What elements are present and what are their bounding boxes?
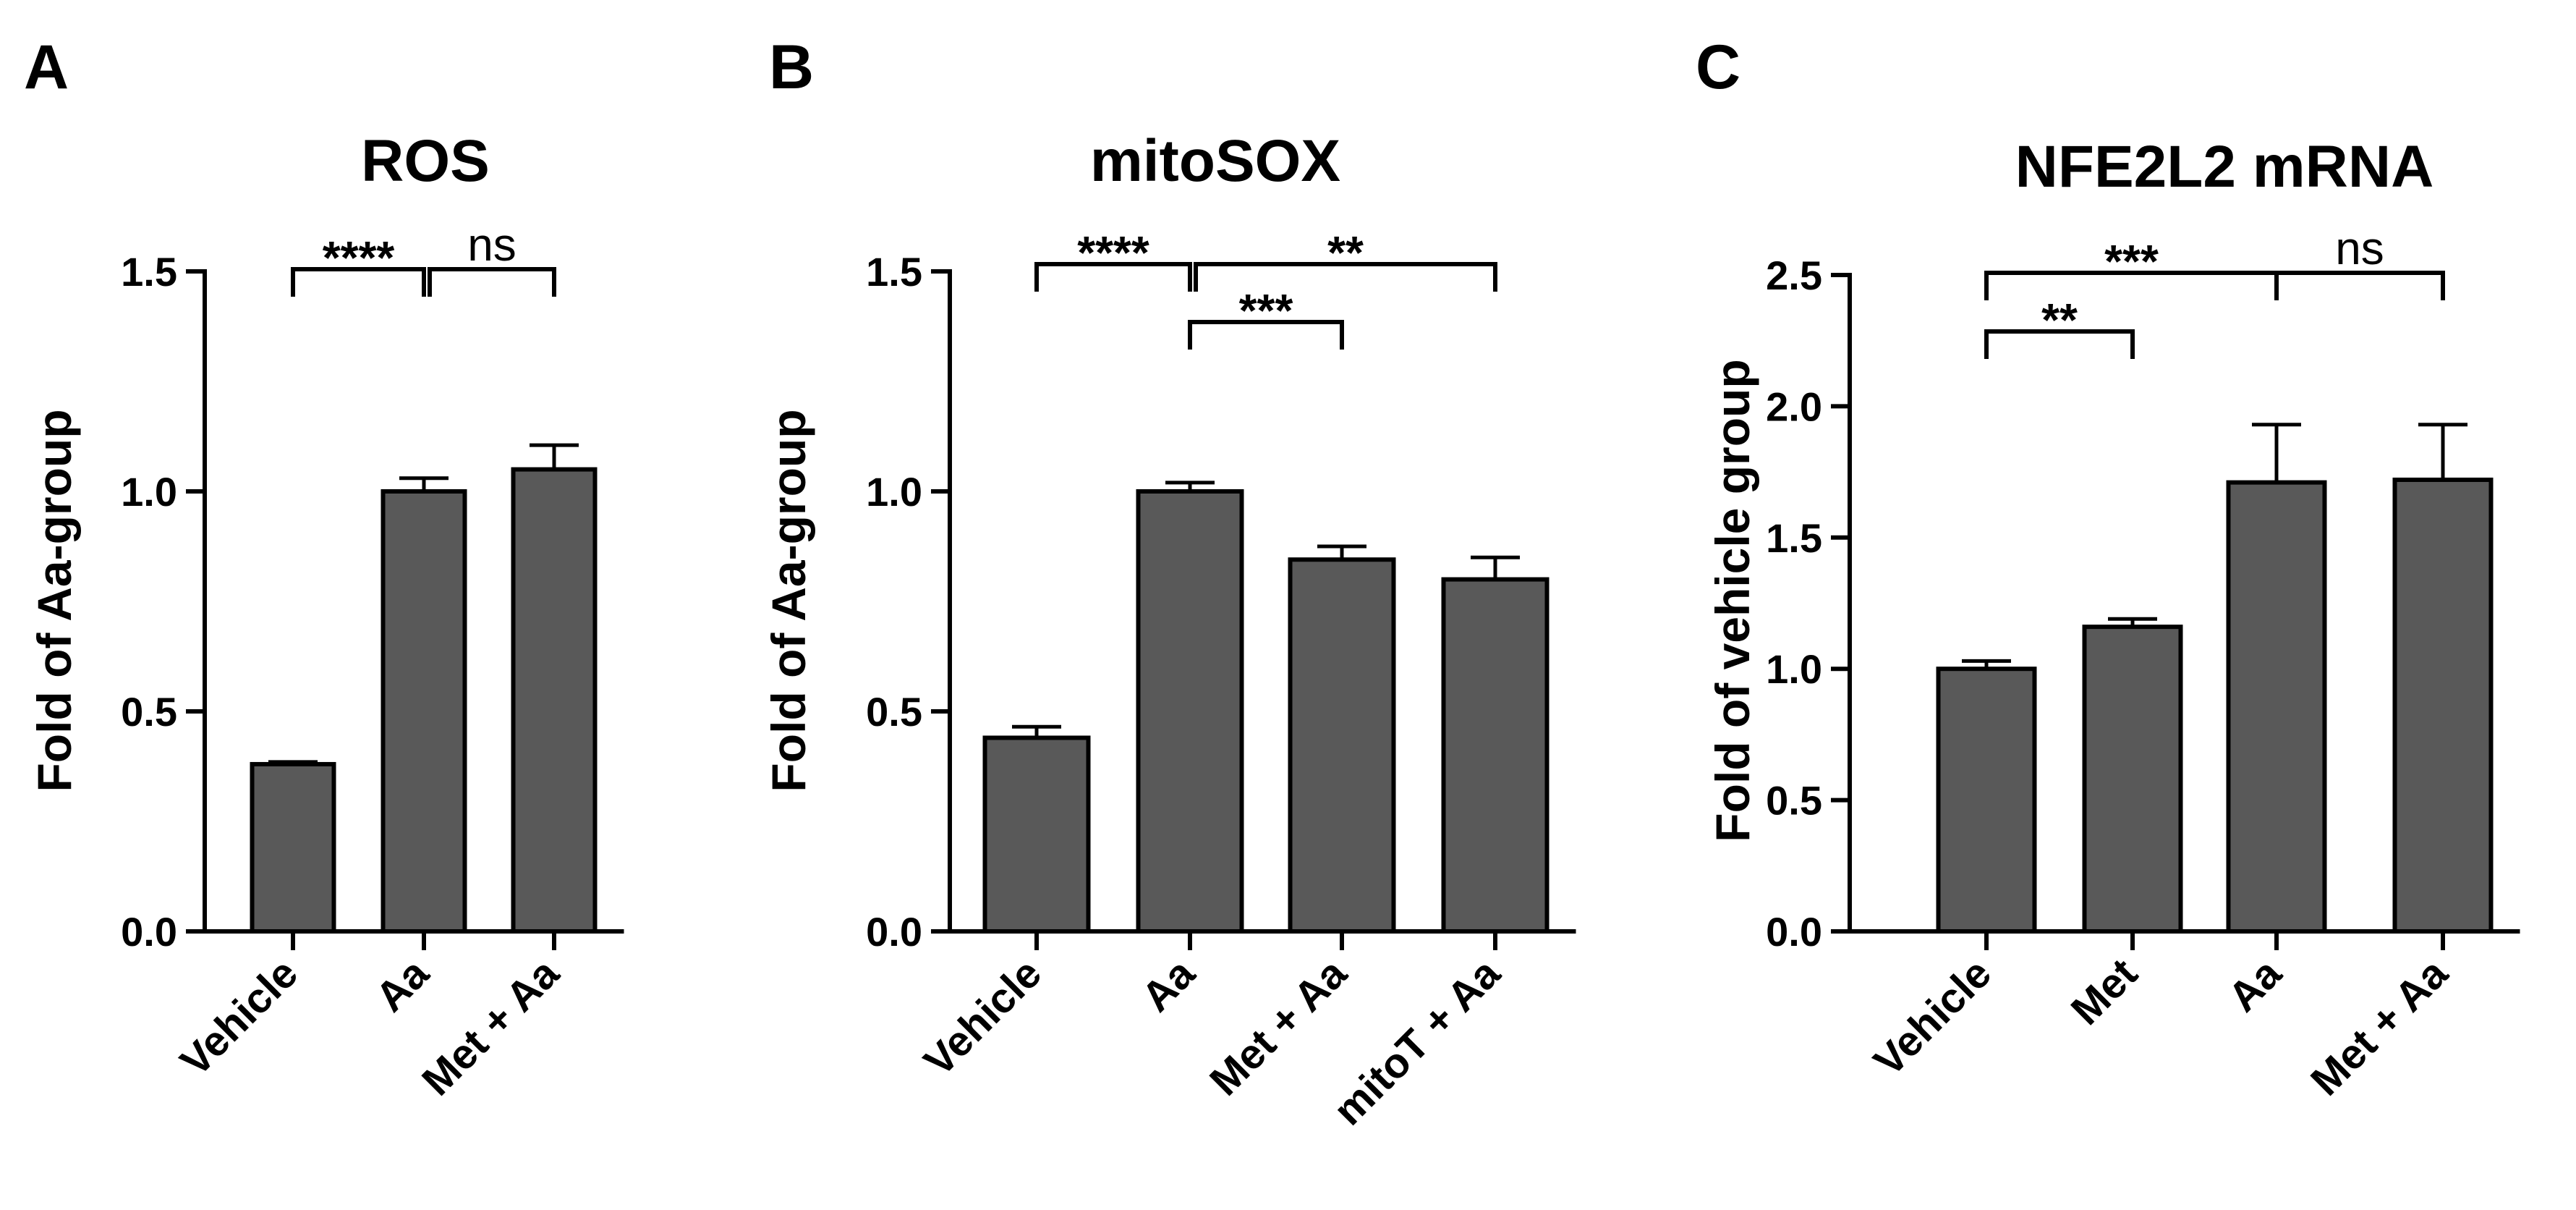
bar: [2226, 480, 2327, 934]
category-label: Met + Aa: [2302, 949, 2457, 1105]
y-axis-label: Fold of vehicle group: [1706, 359, 1759, 842]
significance-label: **: [1327, 227, 1364, 279]
bar: [2082, 625, 2183, 934]
chart-title: mitoSOX: [1090, 128, 1340, 194]
y-tick-label: 0.0: [121, 909, 177, 955]
significance-label: ***: [2104, 235, 2159, 287]
y-tick-label: 0.5: [1766, 778, 1822, 824]
category-label: Vehicle: [915, 949, 1050, 1085]
bar: [1288, 557, 1396, 934]
y-tick-label: 1.0: [866, 469, 922, 515]
significance-bracket: [1194, 262, 1497, 292]
significance-label: ns: [467, 219, 517, 271]
category-label: Aa: [2219, 949, 2291, 1021]
bar: [1441, 577, 1550, 934]
panel-letter: C: [1696, 33, 1740, 102]
significance-bracket: [291, 267, 426, 297]
chart-panel-a: A ROS Fold of Aa-group 0.0 0.5 1.0 1.5 Vehicle A…: [24, 33, 624, 1104]
category-label: Vehicle: [171, 949, 307, 1085]
category-label: Vehicle: [1865, 949, 2000, 1085]
bar: [381, 489, 467, 934]
y-tick-label: 1.0: [1766, 646, 1822, 692]
y-tick-label: 0.0: [1766, 909, 1822, 955]
y-tick-label: 1.5: [866, 249, 922, 295]
y-tick-label: 2.5: [1766, 253, 1822, 298]
bar: [1136, 489, 1244, 934]
y-tick-label: 1.5: [121, 249, 177, 295]
significance-bracket: [1034, 262, 1192, 292]
significance-label: ns: [2335, 222, 2384, 274]
significance-label: ****: [1077, 227, 1149, 279]
significance-label: **: [2041, 294, 2078, 346]
significance-label: ****: [323, 232, 395, 284]
bar: [2392, 477, 2494, 934]
bar: [511, 467, 598, 934]
category-label: Aa: [1133, 949, 1204, 1021]
significance-bracket: [1188, 320, 1344, 350]
category-label: Met + Aa: [413, 949, 569, 1105]
y-tick-label: 2.0: [1766, 384, 1822, 429]
y-axis-label: Fold of Aa-group: [27, 409, 81, 792]
category-label: mitoT + Aa: [1325, 949, 1510, 1135]
significance-bracket: [1984, 329, 2135, 359]
category-label: Met + Aa: [1201, 949, 1356, 1105]
y-axis-label: Fold of Aa-group: [762, 409, 815, 792]
y-tick-label: 0.5: [866, 689, 922, 735]
y-tick-label: 0.5: [121, 689, 177, 735]
y-tick-label: 1.0: [121, 469, 177, 515]
chart-title: NFE2L2 mRNA: [2015, 134, 2434, 200]
category-label: Aa: [367, 949, 438, 1021]
significance-bracket: [428, 267, 556, 297]
category-label: Met: [2062, 949, 2147, 1034]
panel-letter: A: [24, 33, 69, 102]
y-tick-label: 1.5: [1766, 515, 1822, 561]
significance-bracket: [2274, 271, 2445, 300]
bar: [250, 761, 336, 934]
significance-label: ***: [1239, 284, 1293, 337]
y-tick-label: 0.0: [866, 909, 922, 955]
panel-letter: B: [769, 33, 814, 102]
chart-panel-c: C NFE2L2 mRNA Fold of vehicle group 0.0 0.5 1…: [1696, 33, 2520, 1104]
chart-title: ROS: [361, 128, 490, 194]
bar: [1936, 667, 2037, 934]
bar: [982, 735, 1091, 934]
